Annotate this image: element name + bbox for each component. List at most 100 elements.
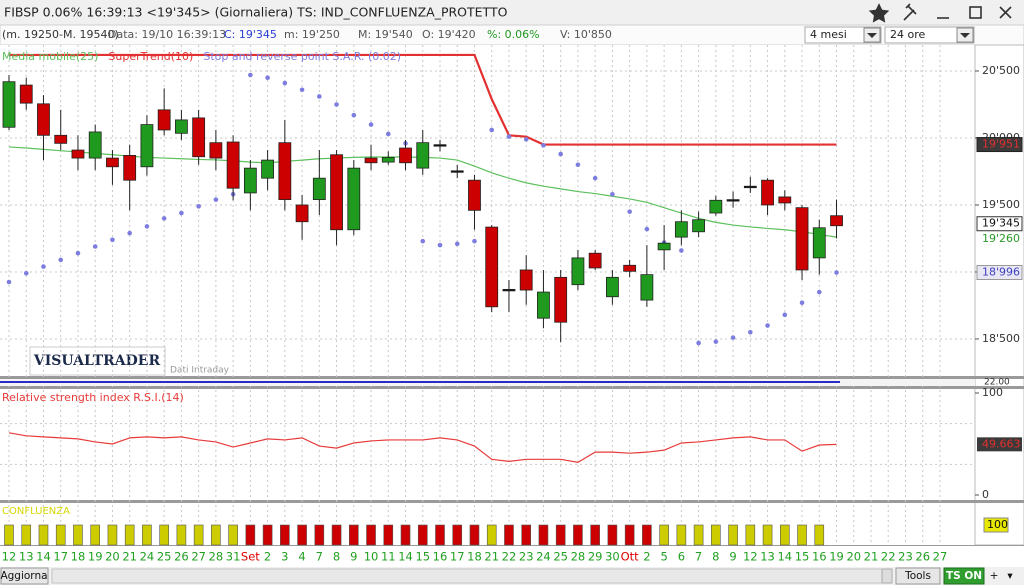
tools-button[interactable]	[895, 567, 941, 585]
footer-button[interactable]: +	[990, 570, 999, 582]
close-icon[interactable]	[999, 6, 1012, 19]
timeframe-value[interactable]: 24 ore	[890, 28, 926, 41]
candle-body	[623, 264, 637, 272]
sar-dot	[368, 122, 374, 127]
rsi-line	[8, 432, 837, 463]
refresh-button[interactable]	[0, 567, 49, 585]
signal-bar	[21, 524, 32, 546]
favorite-icon[interactable]	[868, 3, 890, 23]
x-tick-label: 27	[933, 550, 948, 564]
signal-bar	[211, 524, 221, 546]
candle-body	[2, 81, 16, 128]
signal-bar	[107, 524, 118, 546]
watermark: VISUALTRADER	[33, 353, 161, 369]
signal-bar	[245, 524, 256, 546]
x-tick-label: 18	[467, 550, 482, 564]
signal-bar	[642, 524, 652, 546]
candle-body	[761, 179, 774, 206]
x-tick-label: 18	[71, 550, 86, 564]
candle-body	[106, 157, 119, 168]
candle-body	[485, 226, 499, 308]
candle-body	[330, 154, 343, 231]
sar-dot	[454, 241, 460, 247]
strip-label: 22.00	[984, 378, 1010, 388]
candle-body	[192, 117, 206, 158]
x-tick-label: Ott	[621, 550, 640, 564]
info-field: %: 0.06%	[487, 28, 540, 41]
info-field: O: 19'420	[422, 28, 476, 41]
sar-dot	[489, 127, 495, 133]
signal-bar	[297, 524, 307, 546]
candle-body	[209, 142, 223, 159]
x-tick-label: 21	[484, 550, 499, 564]
candle-body	[795, 207, 809, 271]
sar-dot	[627, 209, 632, 214]
candle-body	[830, 215, 843, 227]
footer-button[interactable]: ▾	[1007, 570, 1013, 582]
sar-dot	[799, 300, 805, 306]
sar-dot	[610, 191, 615, 197]
signal-bar	[348, 524, 359, 546]
signal-bar	[280, 524, 290, 546]
candle-body	[468, 179, 481, 211]
x-tick-label: 12	[2, 550, 17, 564]
signal-bar	[555, 524, 566, 546]
value-tag-label: 19'345	[982, 217, 1020, 230]
sar-dot	[317, 94, 322, 99]
candle-body	[261, 159, 275, 179]
candle-body	[174, 119, 188, 134]
value-tag-label: 100	[987, 518, 1008, 531]
sar-dot	[299, 87, 305, 93]
x-tick-label: 2	[264, 550, 271, 564]
signal-bar	[38, 524, 49, 546]
info-field: V: 10'850	[560, 28, 612, 41]
signal-bar	[659, 524, 669, 546]
sar-dot	[644, 226, 650, 232]
scrollbar[interactable]	[51, 568, 891, 584]
footer-button[interactable]: Aggiorna	[0, 570, 47, 582]
footer-button[interactable]: TS ON	[946, 570, 982, 582]
signal-bar	[504, 524, 514, 546]
signal-bar	[607, 524, 618, 546]
candle-body	[19, 84, 33, 104]
window-controls[interactable]	[868, 3, 1012, 23]
x-tick-label: 7	[316, 550, 323, 564]
x-tick-label: 13	[760, 550, 775, 564]
signal-bar	[486, 524, 497, 546]
scroll-end[interactable]	[881, 568, 893, 584]
period-select[interactable]	[804, 26, 882, 44]
x-tick-label: 14	[398, 550, 413, 564]
x-tick-label: 15	[415, 550, 430, 564]
sar-dot	[765, 323, 770, 328]
maximize-icon[interactable]	[969, 6, 982, 19]
signal-bar	[728, 524, 738, 546]
y-tick-label: 0	[982, 488, 989, 501]
sar-dot	[713, 339, 719, 344]
timeframe-select[interactable]	[884, 26, 975, 44]
x-tick-label: 23	[519, 550, 534, 564]
sar-dot	[41, 264, 46, 269]
value-tag	[977, 437, 1022, 452]
tools-icon[interactable]	[903, 3, 917, 21]
x-tick-label: 29	[588, 550, 603, 564]
x-tick-label: 15	[795, 550, 810, 564]
signal-bar	[676, 524, 687, 546]
sar-dot	[523, 137, 529, 142]
candle-body	[537, 291, 550, 319]
sar-dot	[248, 72, 253, 78]
candle-body	[709, 199, 723, 214]
y-tick-label: 18'500	[982, 332, 1020, 345]
period-value[interactable]: 4 mesi	[810, 28, 847, 41]
x-tick-label: 31	[226, 550, 241, 564]
footer-button[interactable]: Tools	[904, 570, 931, 582]
candle-body	[278, 142, 292, 201]
signal-bar	[417, 524, 428, 546]
sar-dot	[816, 289, 822, 295]
signal-bar	[400, 524, 411, 546]
candle-body	[692, 219, 705, 233]
ts-on-button[interactable]	[943, 567, 985, 585]
candle-body	[571, 257, 585, 286]
candle-body	[37, 103, 50, 136]
candle-body	[433, 144, 447, 147]
